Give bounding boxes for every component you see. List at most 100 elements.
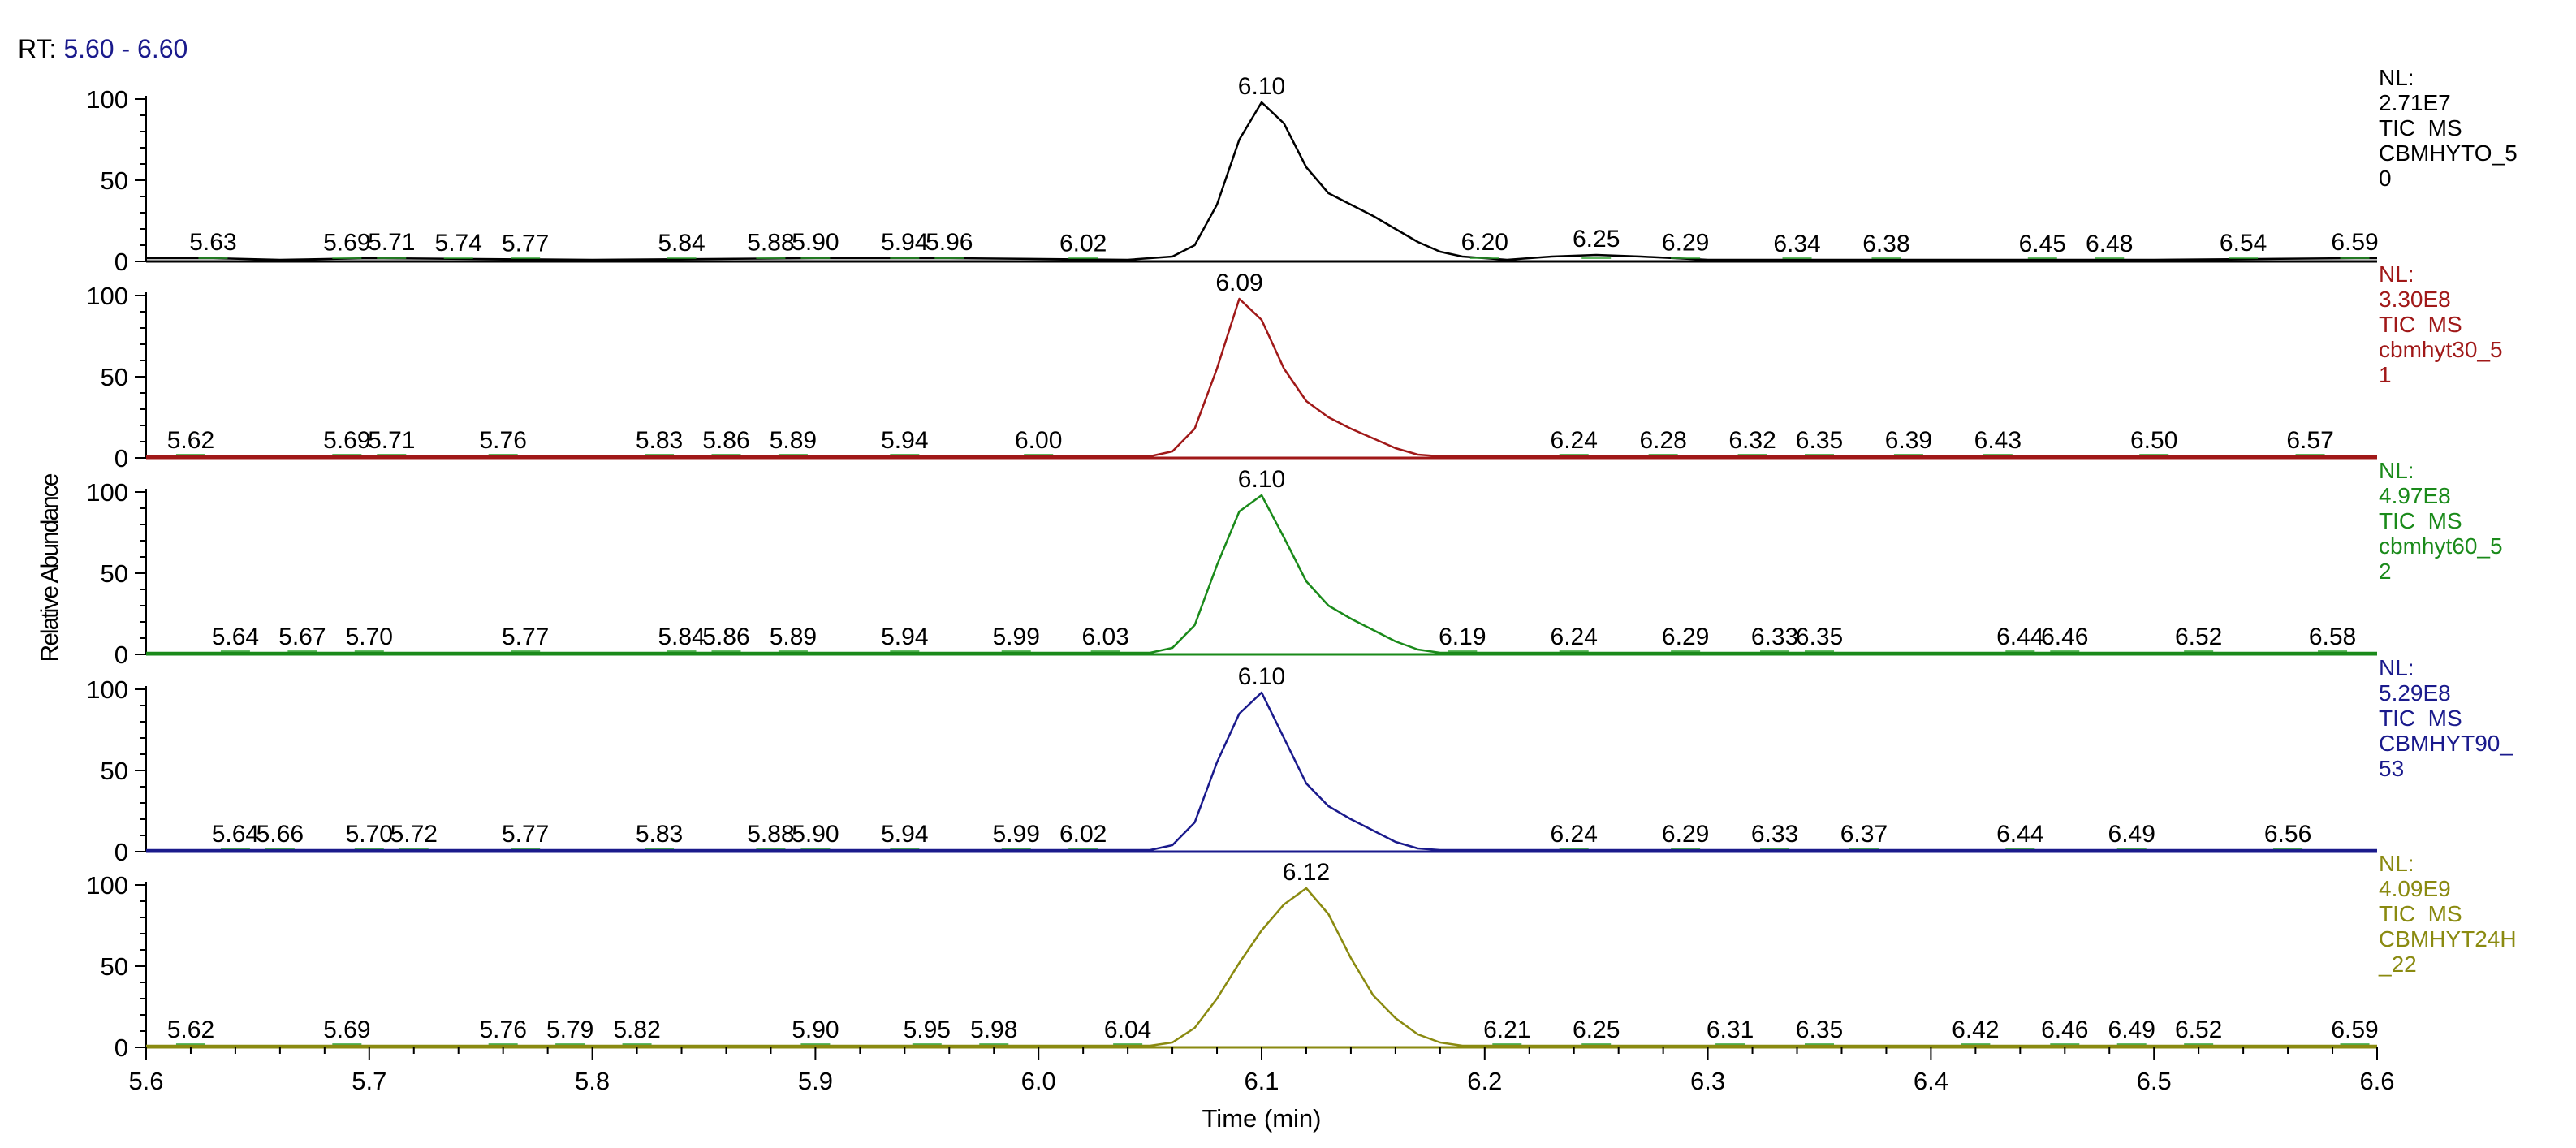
peak-label: 6.49 <box>2108 821 2155 848</box>
y-tick-label: 0 <box>114 248 128 276</box>
nl-line: TIC MS <box>2379 312 2462 337</box>
nl-line: NL: <box>2379 65 2414 90</box>
peak-label: 6.03 <box>1081 624 1128 650</box>
peak-label: 5.86 <box>702 624 749 650</box>
peak-label: 6.10 <box>1238 73 1285 100</box>
nl-line: 3.30E8 <box>2379 287 2451 312</box>
peak-label: 5.63 <box>189 229 236 256</box>
peak-label: 5.67 <box>278 624 326 650</box>
x-tick-label: 6.0 <box>1021 1067 1056 1095</box>
peak-label: 5.70 <box>346 624 393 650</box>
peak-label: 5.77 <box>502 821 549 848</box>
peak-label: 6.34 <box>1773 231 1820 257</box>
nl-label: NL: 3.30E8 TIC MS cbmhyt30_5 1 <box>2379 261 2503 387</box>
peak-label: 5.69 <box>323 427 370 454</box>
peak-label: 5.94 <box>881 624 928 650</box>
nl-line: cbmhyt30_5 <box>2379 337 2503 362</box>
nl-line: 1 <box>2379 362 2392 387</box>
y-tick-label: 50 <box>101 757 128 785</box>
peak-label: 6.54 <box>2220 230 2267 257</box>
peak-label: 5.62 <box>167 1016 214 1043</box>
peak-label: 5.69 <box>323 230 370 257</box>
peak-label: 5.90 <box>792 229 839 256</box>
rt-range-value: 5.60 - 6.60 <box>63 34 188 63</box>
x-tick-label: 5.6 <box>128 1067 163 1095</box>
y-tick-label: 50 <box>101 559 128 588</box>
peak-label: 6.09 <box>1215 270 1262 296</box>
y-tick-label: 50 <box>101 166 128 195</box>
peak-label: 6.39 <box>1885 427 1932 454</box>
peak-label: 6.24 <box>1551 821 1598 848</box>
trace-line <box>146 494 2377 654</box>
nl-line: TIC MS <box>2379 115 2462 140</box>
x-axis-label: Time (min) <box>1202 1104 1322 1133</box>
peak-label: 5.76 <box>479 1016 526 1043</box>
y-tick-label: 0 <box>114 641 128 669</box>
peak-label: 5.64 <box>212 624 259 650</box>
peak-label: 6.35 <box>1796 427 1843 454</box>
peak-label: 6.10 <box>1238 466 1285 493</box>
trace-line <box>146 691 2377 852</box>
peak-label: 6.57 <box>2286 427 2333 454</box>
y-tick-label: 0 <box>114 444 128 473</box>
peak-label: 6.44 <box>1996 624 2043 650</box>
peak-label: 5.72 <box>390 821 438 848</box>
nl-label: NL: 5.29E8 TIC MS CBMHYT90_ 53 <box>2379 655 2513 781</box>
peak-label: 6.45 <box>2019 231 2066 257</box>
y-tick-label: 100 <box>86 282 128 310</box>
peak-label: 5.98 <box>970 1016 1017 1043</box>
nl-line: _22 <box>2379 952 2417 977</box>
x-tick-label: 6.6 <box>2359 1067 2394 1095</box>
nl-line: CBMHYT90_ <box>2379 731 2513 756</box>
peak-label: 6.25 <box>1573 226 1620 252</box>
peak-label: 6.58 <box>2309 624 2356 650</box>
x-tick-label: 5.8 <box>575 1067 610 1095</box>
peak-label: 6.31 <box>1707 1016 1754 1043</box>
peak-label: 5.94 <box>881 229 928 256</box>
x-tick-label: 6.4 <box>1914 1067 1948 1095</box>
trace-line <box>146 887 2377 1047</box>
peak-label: 6.37 <box>1840 821 1888 848</box>
peak-label: 6.24 <box>1551 624 1598 650</box>
peak-label: 6.00 <box>1015 427 1062 454</box>
peak-label: 6.02 <box>1059 231 1107 257</box>
peak-label: 5.90 <box>792 1016 839 1043</box>
peak-label: 6.48 <box>2086 231 2133 257</box>
peak-label: 6.19 <box>1439 624 1486 650</box>
nl-line: NL: <box>2379 655 2414 680</box>
peak-label: 6.42 <box>1952 1016 1999 1043</box>
peak-label: 6.29 <box>1662 624 1709 650</box>
peak-label: 5.84 <box>658 624 705 650</box>
peak-label: 6.35 <box>1796 624 1843 650</box>
peak-label: 6.32 <box>1728 427 1776 454</box>
peak-label: 6.29 <box>1662 230 1709 257</box>
peak-label: 5.77 <box>502 624 549 650</box>
nl-line: 2 <box>2379 559 2392 584</box>
peak-label: 6.20 <box>1461 229 1508 256</box>
nl-line: NL: <box>2379 458 2414 483</box>
peak-label: 5.83 <box>636 427 683 454</box>
y-tick-label: 100 <box>86 478 128 507</box>
nl-line: 0 <box>2379 166 2392 191</box>
peak-label: 5.83 <box>636 821 683 848</box>
peak-label: 6.04 <box>1104 1016 1151 1043</box>
y-tick-label: 0 <box>114 1034 128 1062</box>
rt-range-label: RT: 5.60 - 6.60 <box>18 34 188 64</box>
peak-label: 5.94 <box>881 821 928 848</box>
peak-label: 5.64 <box>212 821 259 848</box>
nl-label: NL: 2.71E7 TIC MS CBMHYTO_5 0 <box>2379 65 2518 191</box>
peak-label: 5.66 <box>257 821 304 848</box>
nl-line: cbmhyt60_5 <box>2379 533 2503 559</box>
peak-label: 5.82 <box>613 1016 660 1043</box>
rt-label-prefix: RT: <box>18 34 57 63</box>
y-tick-label: 100 <box>86 85 128 114</box>
x-tick-label: 5.7 <box>352 1067 386 1095</box>
y-tick-label: 100 <box>86 675 128 704</box>
nl-line: 5.29E8 <box>2379 680 2451 706</box>
peak-label: 6.59 <box>2331 1016 2378 1043</box>
peak-label: 6.35 <box>1796 1016 1843 1043</box>
nl-label: NL: 4.97E8 TIC MS cbmhyt60_5 2 <box>2379 458 2503 584</box>
peak-label: 5.74 <box>435 230 482 257</box>
peak-label: 6.44 <box>1996 821 2043 848</box>
peak-label: 5.77 <box>502 230 549 257</box>
